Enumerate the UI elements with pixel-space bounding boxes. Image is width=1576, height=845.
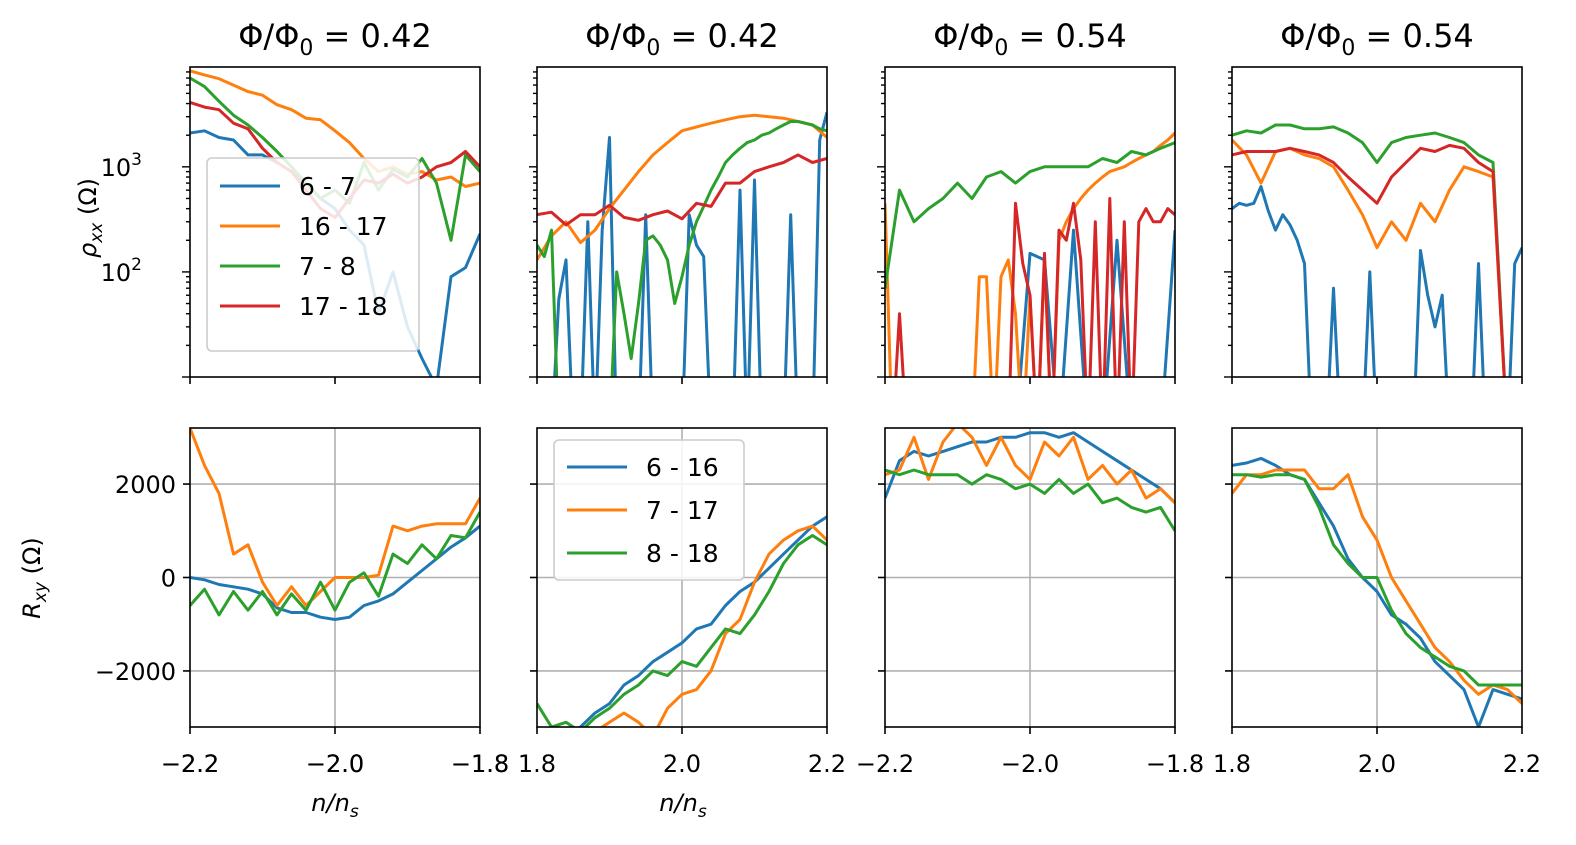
legend-label: 7 - 17 <box>646 496 719 525</box>
series-line <box>537 120 827 377</box>
series-group <box>885 428 1175 532</box>
panel-title: Φ/Φ0 = 0.42 <box>585 17 779 61</box>
axes-frame <box>1231 66 1523 378</box>
series-group <box>190 428 480 621</box>
x-tick-label: −1.8 <box>1146 750 1204 778</box>
series-line <box>1232 143 1506 377</box>
series-line <box>894 197 1175 377</box>
legend: 6 - 16 7 - 17 8 - 18 <box>553 439 745 581</box>
axes-frame <box>536 66 828 378</box>
panel-top-3: Φ/Φ0 = 0.54 <box>877 17 1176 384</box>
series-line <box>1232 473 1522 687</box>
panel-top-4: Φ/Φ0 = 0.54 <box>1224 17 1523 384</box>
x-axis-label-1: n/ns <box>311 789 359 822</box>
x-tick-label: −2.0 <box>1001 750 1059 778</box>
panel-bottom-1: −2.2 −2.0 −1.8 2000 0 −2000 <box>95 427 509 778</box>
series-line <box>1232 185 1522 377</box>
y-tick-label: 2000 <box>115 471 176 499</box>
legend-box <box>206 157 420 352</box>
x-tick-label: −2.2 <box>856 750 914 778</box>
panel-title: Φ/Φ0 = 0.42 <box>238 17 432 61</box>
x-tick-label: −2.0 <box>306 750 364 778</box>
series-line <box>553 111 827 377</box>
series-line <box>1232 468 1522 705</box>
series-line <box>190 428 480 607</box>
series-line <box>190 511 480 617</box>
series-line <box>1018 228 1175 377</box>
series-line <box>599 524 827 727</box>
series-group <box>1232 456 1522 727</box>
y-tick-label: 0 <box>161 565 176 593</box>
series-group <box>885 131 1175 377</box>
rxy-axis-label: Rxy (Ω) <box>18 537 51 619</box>
y-tick-label: −2000 <box>95 658 176 686</box>
series-group <box>537 515 827 727</box>
series-line <box>1232 123 1506 377</box>
x-tick-label: −2.0 <box>306 750 364 778</box>
x-tick-label: 2.0 <box>663 750 701 778</box>
panel-bottom-4: 1.8 2.0 2.2 <box>1213 427 1541 778</box>
x-tick-label: −1.8 <box>451 750 509 778</box>
panel-bottom-2: 1.8 2.0 2.2 6 - 16 7 - 17 8 - 18 <box>518 427 846 778</box>
series-line <box>885 141 1175 289</box>
x-axis-label-2: n/ns <box>659 789 707 822</box>
panel-title: Φ/Φ0 = 0.54 <box>1280 17 1474 61</box>
panel-top-2: Φ/Φ0 = 0.42 <box>529 17 828 384</box>
y-tick-label: 102 <box>101 255 142 287</box>
series-line <box>577 515 827 727</box>
legend: 6 - 7 16 - 17 7 - 8 17 - 18 <box>206 157 420 352</box>
series-line <box>190 524 480 621</box>
x-tick-label: −2.2 <box>161 750 219 778</box>
series-line <box>537 113 827 261</box>
legend-box <box>553 439 745 581</box>
legend-label: 16 - 17 <box>299 212 388 241</box>
panel-top-1: Φ/Φ0 = 0.42 −2.2 −2.0 −1.8 103 102 6 - 7 16 - 1… <box>101 17 510 778</box>
legend-label: 6 - 7 <box>299 172 356 201</box>
x-tick-label: 1.8 <box>518 750 556 778</box>
axes-frame <box>884 66 1176 378</box>
panel-bottom-3: −2.2 −2.0 −1.8 <box>856 427 1204 778</box>
legend-label: 7 - 8 <box>299 252 356 281</box>
x-tick-label: 2.2 <box>808 750 846 778</box>
panels: Φ/Φ0 = 0.42 −2.2 −2.0 −1.8 103 102 6 - 7 16 - 1… <box>95 17 1541 778</box>
x-tick-label: 2.2 <box>1503 750 1541 778</box>
series-line <box>537 534 827 727</box>
rho-axis-label: ρxx (Ω) <box>74 178 107 258</box>
x-tick-label: −2.2 <box>161 750 219 778</box>
legend-label: 6 - 16 <box>646 453 719 482</box>
series-group <box>537 111 827 377</box>
y-tick-label: 103 <box>101 150 142 182</box>
series-line <box>885 468 1175 532</box>
x-tick-label: −1.8 <box>451 750 509 778</box>
legend-label: 17 - 18 <box>299 292 388 321</box>
series-line <box>885 428 1175 504</box>
x-tick-label: 2.0 <box>1358 750 1396 778</box>
series-line <box>885 131 1175 377</box>
legend-label: 8 - 18 <box>646 539 719 568</box>
series-line <box>885 431 1175 504</box>
x-tick-label: 1.8 <box>1213 750 1251 778</box>
panel-title: Φ/Φ0 = 0.54 <box>933 17 1127 61</box>
series-group <box>1232 123 1522 377</box>
series-line <box>537 153 827 227</box>
